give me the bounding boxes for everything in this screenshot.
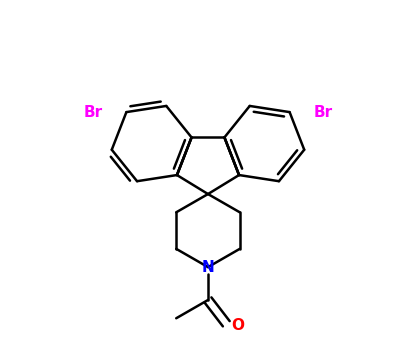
Text: Br: Br [84,105,103,120]
Text: O: O [231,318,245,333]
Text: N: N [202,260,214,275]
Text: Br: Br [313,105,332,120]
